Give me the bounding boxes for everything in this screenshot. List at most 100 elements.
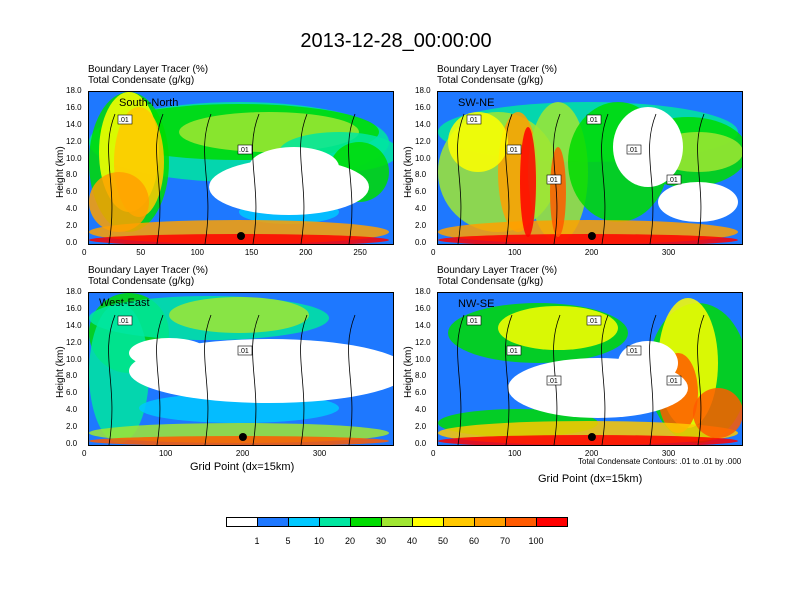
y-tick-label: 14.0: [66, 320, 82, 330]
contour-label: .01: [548, 378, 558, 385]
y-tick-label: 14.0: [415, 119, 431, 129]
contour-label-box: [237, 345, 253, 356]
x-tick-label: 0: [82, 449, 87, 458]
panel1-plot: .01 .01 South-North: [88, 91, 394, 245]
tracer-region: [89, 436, 389, 445]
x-tick-label: 150: [244, 248, 259, 257]
panel4-label-line2: Total Condensate (g/kg): [437, 276, 544, 287]
condensate-contour: [300, 314, 308, 445]
colorbar-swatch: [288, 517, 320, 527]
condensate-contour: [348, 113, 356, 244]
empty-region: [129, 338, 209, 368]
y-tick-label: 4.0: [415, 204, 427, 214]
contour-label-box: [237, 144, 253, 155]
panel3-section-name: West-East: [99, 297, 150, 309]
condensate-contour: [553, 113, 561, 244]
y-tick-label: 14.0: [415, 320, 431, 330]
y-tick-label: 10.0: [66, 354, 82, 364]
tracer-region: [448, 112, 508, 172]
colorbar-label: 100: [528, 536, 544, 546]
colorbar-swatch: [257, 517, 289, 527]
colorbar-swatch: [226, 517, 258, 527]
empty-region: [613, 107, 683, 187]
contour-label: .01: [468, 318, 478, 325]
y-tick-label: 10.0: [415, 354, 431, 364]
condensate-contour: [300, 113, 308, 244]
panel2-plot: .01 .01 .01 .01 .01 .01 SW-NE: [437, 91, 743, 245]
condensate-contour: [457, 314, 465, 445]
x-tick-label: 200: [235, 449, 250, 458]
condensate-contour: [553, 314, 561, 445]
colorbar-label: 1: [254, 536, 260, 546]
contour-label: .01: [468, 117, 478, 124]
y-tick-label: 2.0: [66, 422, 78, 432]
condensate-contour: [697, 113, 705, 244]
y-tick-label: 8.0: [66, 170, 78, 180]
y-tick-label: 6.0: [415, 388, 427, 398]
condensate-contour: [601, 314, 609, 445]
panel2-section-name: SW-NE: [458, 97, 495, 109]
contour-label: .01: [588, 318, 598, 325]
tracer-region: [550, 147, 566, 237]
contour-label-box: [666, 174, 682, 185]
tracer-region: [89, 172, 149, 232]
y-tick-label: 12.0: [415, 136, 431, 146]
panel4-svg: .01 .01 .01 .01 .01 .01: [438, 293, 742, 445]
y-tick-label: 2.0: [415, 422, 427, 432]
panel2-ylabel: Height (km): [403, 146, 414, 198]
colorbar-swatch: [381, 517, 413, 527]
condensate-contour: [505, 314, 513, 445]
x-tick-label: 250: [353, 248, 367, 257]
y-tick-label: 0.0: [415, 238, 427, 247]
colorbar-label: 5: [285, 536, 291, 546]
contour-label: .01: [668, 177, 678, 184]
x-tick-label: 200: [299, 248, 313, 257]
y-tick-label: 4.0: [415, 405, 427, 415]
condensate-contour: [108, 314, 116, 445]
y-tick-label: 4.0: [66, 405, 78, 415]
contour-label: .01: [628, 348, 638, 355]
panel4-plot: .01 .01 .01 .01 .01 .01 NW-SE: [437, 292, 743, 446]
contour-label-box: [466, 315, 482, 326]
condensate-contour: [649, 314, 657, 445]
y-tick-label: 12.0: [66, 337, 82, 347]
contour-label: .01: [119, 117, 129, 124]
condensate-contour: [204, 113, 212, 244]
colorbar-label: 50: [437, 536, 449, 546]
x-tick-label: 300: [661, 449, 676, 458]
condensate-contour: [108, 113, 116, 244]
contour-label: .01: [588, 117, 598, 124]
y-tick-label: 18.0: [415, 287, 431, 296]
condensate-contour: [697, 314, 705, 445]
y-tick-label: 18.0: [66, 287, 82, 296]
colorbar-swatch: [536, 517, 568, 527]
y-tick-label: 10.0: [415, 153, 431, 163]
colorbar-label: 40: [406, 536, 418, 546]
contour-label: .01: [239, 348, 249, 355]
y-tick-label: 8.0: [66, 371, 78, 381]
y-tick-label: 0.0: [66, 439, 78, 448]
contour-label: .01: [508, 348, 518, 355]
condensate-contour: [505, 113, 513, 244]
y-tick-label: 12.0: [66, 136, 82, 146]
x-tick-label: 0: [431, 449, 436, 458]
location-marker: [587, 433, 596, 441]
colorbar-label: 20: [344, 536, 356, 546]
panel2-svg: .01 .01 .01 .01 .01 .01: [438, 92, 742, 244]
contour-label-box: [117, 315, 133, 326]
panel3-svg: .01 .01: [89, 293, 393, 445]
panel3-xlabel: Grid Point (dx=15km): [190, 461, 295, 473]
colorbar-swatch: [505, 517, 537, 527]
x-tick-label: 300: [312, 449, 327, 458]
panel4-label-line1: Boundary Layer Tracer (%): [437, 265, 558, 276]
panel2-label-line2: Total Condensate (g/kg): [437, 75, 544, 86]
tracer-region: [520, 127, 536, 237]
y-tick-label: 8.0: [415, 371, 427, 381]
colorbar-swatch: [443, 517, 475, 527]
figure-title: 2013-12-28_00:00:00: [300, 30, 492, 52]
y-tick-label: 18.0: [66, 86, 82, 95]
contour-label: .01: [548, 177, 558, 184]
x-tick-label: 0: [431, 248, 436, 257]
panel3-label-line2: Total Condensate (g/kg): [88, 276, 195, 287]
y-tick-label: 0.0: [66, 238, 78, 247]
